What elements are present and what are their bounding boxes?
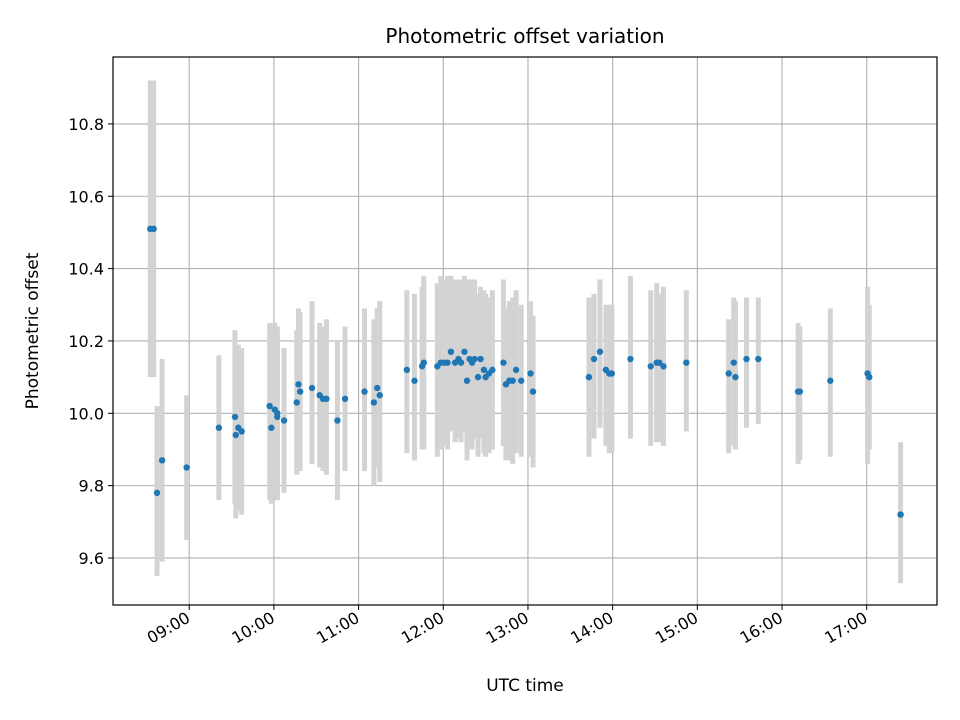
data-point: [627, 355, 634, 363]
data-point: [656, 359, 663, 366]
data-point: [608, 370, 616, 377]
data-point: [444, 359, 451, 366]
data-point: [517, 377, 525, 384]
data-point: [730, 359, 737, 366]
data-point: [295, 381, 302, 388]
data-point: [374, 384, 381, 392]
data-point: [596, 348, 604, 355]
data-point: [590, 355, 598, 363]
data-point: [268, 424, 275, 431]
data-point: [376, 392, 383, 399]
data-point: [280, 417, 288, 424]
data-point: [274, 413, 281, 421]
data-point: [238, 428, 245, 435]
data-point: [153, 489, 161, 497]
y-tick-label: 10.4: [68, 260, 104, 279]
data-point: [231, 413, 239, 421]
data-point: [420, 359, 427, 366]
data-point: [411, 377, 418, 384]
data-point: [215, 424, 223, 431]
data-point: [755, 355, 762, 363]
data-point: [480, 366, 488, 374]
y-axis: 9.6 9.8 10.0 10.2 10.4 10.6 10.8: [68, 115, 113, 568]
data-point: [461, 348, 468, 355]
data-point: [827, 377, 834, 384]
data-point: [477, 355, 484, 363]
data-point: [732, 373, 739, 381]
data-point: [527, 370, 534, 377]
data-point: [308, 384, 316, 392]
x-axis-title: UTC time: [486, 676, 564, 696]
data-point: [296, 388, 304, 395]
data-point: [585, 373, 593, 381]
data-point: [323, 395, 330, 403]
data-point: [183, 464, 190, 471]
chart-title: Photometric offset variation: [385, 24, 664, 48]
data-point: [361, 388, 368, 395]
data-point: [447, 348, 455, 355]
data-point: [866, 373, 873, 381]
data-point: [471, 355, 478, 363]
data-point: [334, 417, 341, 424]
data-point: [743, 355, 750, 363]
y-tick-label: 10.6: [68, 187, 104, 206]
data-point: [500, 359, 507, 366]
y-tick-label: 10.8: [68, 115, 104, 134]
grid: [113, 57, 937, 605]
data-point: [897, 511, 904, 518]
data-point: [150, 225, 157, 233]
y-tick-label: 10.0: [68, 404, 104, 423]
y-axis-title: Photometric offset: [23, 252, 43, 409]
data-point: [232, 431, 239, 439]
data-point: [660, 363, 667, 370]
data-point: [341, 395, 349, 403]
data-point: [158, 457, 166, 464]
data-point: [463, 377, 471, 384]
data-point: [647, 363, 654, 370]
y-tick-label: 9.8: [79, 477, 104, 496]
data-point: [266, 402, 273, 410]
data-point: [796, 388, 804, 395]
data-point: [474, 373, 482, 381]
data-point: [529, 388, 537, 395]
data-point: [293, 399, 300, 406]
data-point: [403, 366, 411, 374]
data-points: [147, 225, 904, 518]
y-tick-label: 9.6: [79, 549, 104, 568]
data-point: [512, 366, 520, 374]
y-tick-label: 10.2: [68, 332, 104, 351]
plot-frame: [112, 56, 938, 606]
data-point: [509, 377, 516, 384]
data-point: [725, 370, 732, 377]
data-point: [683, 359, 690, 366]
data-point: [457, 359, 465, 366]
data-point: [370, 399, 378, 406]
data-point: [489, 366, 496, 374]
